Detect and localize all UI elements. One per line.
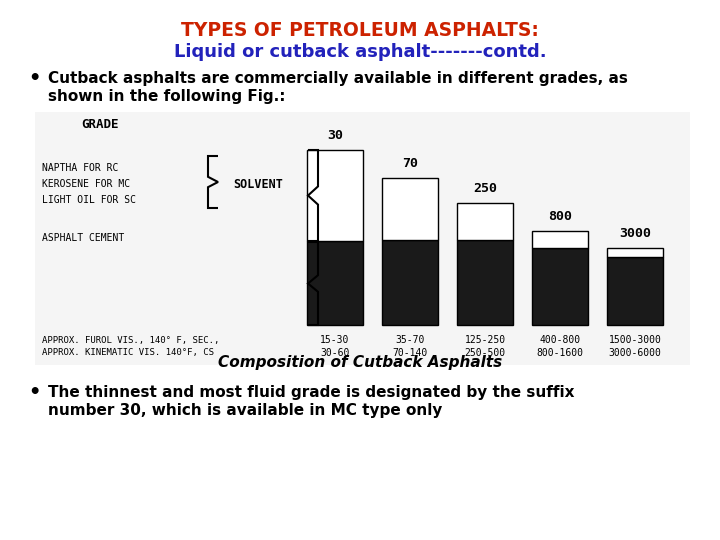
Text: ASPHALT CEMENT: ASPHALT CEMENT bbox=[42, 233, 125, 243]
Bar bbox=[607, 257, 663, 325]
Text: Composition of Cutback Asphalts: Composition of Cutback Asphalts bbox=[218, 354, 502, 369]
Text: number 30, which is available in MC type only: number 30, which is available in MC type… bbox=[48, 402, 442, 417]
Text: LIGHT OIL FOR SC: LIGHT OIL FOR SC bbox=[42, 195, 136, 205]
Text: 30: 30 bbox=[327, 129, 343, 142]
Text: KEROSENE FOR MC: KEROSENE FOR MC bbox=[42, 179, 130, 189]
Text: 70: 70 bbox=[402, 157, 418, 170]
Text: 800: 800 bbox=[548, 210, 572, 222]
Text: NAPTHA FOR RC: NAPTHA FOR RC bbox=[42, 163, 118, 173]
Text: 15-30: 15-30 bbox=[320, 335, 350, 345]
Bar bbox=[532, 231, 588, 248]
Text: •: • bbox=[28, 69, 40, 87]
Text: 125-250: 125-250 bbox=[464, 335, 505, 345]
Bar bbox=[382, 178, 438, 240]
Text: TYPES OF PETROLEUM ASPHALTS:: TYPES OF PETROLEUM ASPHALTS: bbox=[181, 21, 539, 39]
Text: 30-60: 30-60 bbox=[320, 348, 350, 358]
Bar bbox=[307, 150, 363, 241]
Text: •: • bbox=[28, 382, 40, 402]
Bar bbox=[607, 248, 663, 257]
Text: shown in the following Fig.:: shown in the following Fig.: bbox=[48, 89, 286, 104]
Text: 3000-6000: 3000-6000 bbox=[608, 348, 662, 358]
Bar bbox=[457, 240, 513, 325]
Bar bbox=[307, 241, 363, 325]
Text: SOLVENT: SOLVENT bbox=[233, 178, 283, 191]
Bar bbox=[457, 202, 513, 240]
Text: 250: 250 bbox=[473, 181, 497, 194]
Text: 400-800: 400-800 bbox=[539, 335, 580, 345]
Text: Liquid or cutback asphalt-------contd.: Liquid or cutback asphalt-------contd. bbox=[174, 43, 546, 61]
Text: The thinnest and most fluid grade is designated by the suffix: The thinnest and most fluid grade is des… bbox=[48, 384, 575, 400]
Text: 250-500: 250-500 bbox=[464, 348, 505, 358]
Bar bbox=[382, 240, 438, 325]
Text: APPROX. KINEMATIC VIS. 140°F, CS: APPROX. KINEMATIC VIS. 140°F, CS bbox=[42, 348, 214, 357]
Text: GRADE: GRADE bbox=[81, 118, 119, 132]
Text: 1500-3000: 1500-3000 bbox=[608, 335, 662, 345]
Text: 800-1600: 800-1600 bbox=[536, 348, 583, 358]
Text: 3000: 3000 bbox=[619, 227, 651, 240]
Bar bbox=[532, 248, 588, 325]
Text: APPROX. FUROL VIS., 140° F, SEC.,: APPROX. FUROL VIS., 140° F, SEC., bbox=[42, 335, 220, 345]
Text: 35-70: 35-70 bbox=[395, 335, 425, 345]
Bar bbox=[35, 112, 690, 365]
Text: Cutback asphalts are commercially available in different grades, as: Cutback asphalts are commercially availa… bbox=[48, 71, 628, 85]
Text: 70-140: 70-140 bbox=[392, 348, 428, 358]
